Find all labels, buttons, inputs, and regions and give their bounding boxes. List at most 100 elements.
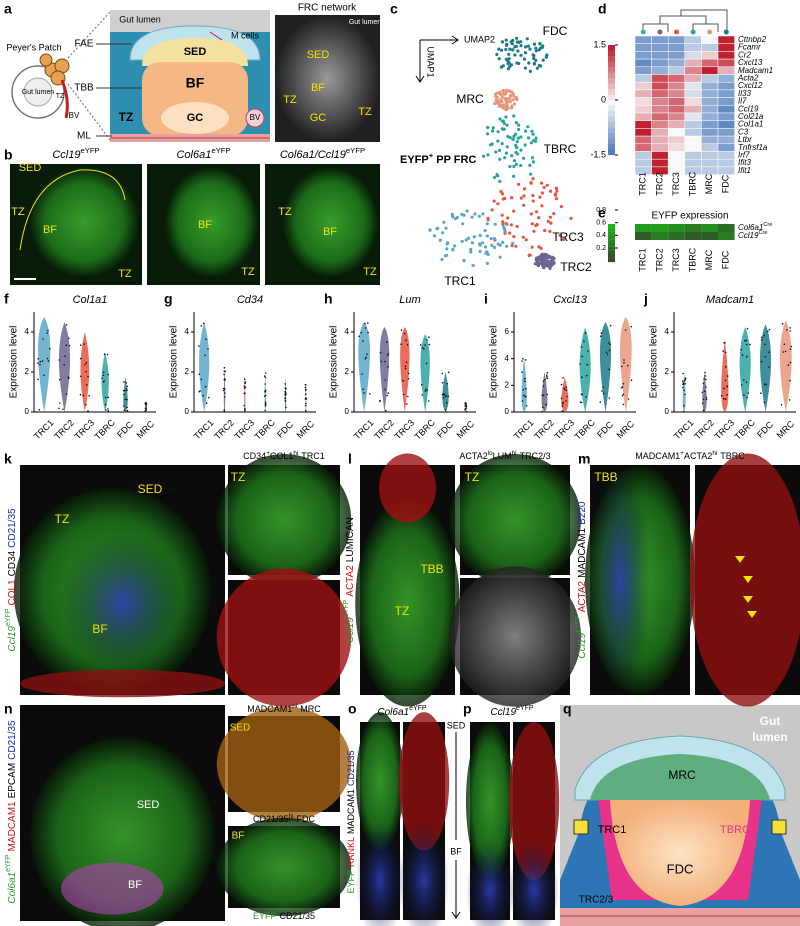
colorbar (608, 122, 615, 128)
jitter-point (442, 393, 445, 395)
jitter-point (622, 393, 625, 396)
jitter-point (264, 394, 267, 397)
heatmap-cell (718, 232, 735, 240)
colorbar (608, 56, 615, 62)
umap-point (508, 47, 512, 51)
jitter-point (684, 378, 687, 381)
umap-point (532, 61, 537, 66)
heatmap-cell (701, 128, 719, 137)
rich-label: Col6a1eYFP (377, 705, 427, 717)
label: Madcam1 (706, 294, 754, 306)
heatmap-cell (717, 81, 735, 91)
jitter-point (745, 339, 748, 342)
jitter-point (684, 377, 687, 380)
jitter-point (124, 398, 127, 401)
axis-arrow (451, 732, 461, 919)
umap-point (440, 257, 444, 262)
jitter-point (223, 389, 225, 392)
panel-letter: d (598, 1, 607, 17)
umap-point (505, 222, 509, 226)
colorbar (608, 100, 615, 106)
umap-point (443, 254, 447, 258)
micrograph-signal (20, 669, 225, 698)
jitter-point (264, 403, 267, 406)
heatmap-cell (684, 143, 702, 152)
jitter-point (243, 404, 246, 407)
umap-point (541, 58, 545, 62)
label-part: eYFP (575, 615, 582, 633)
heatmap-cell (667, 158, 686, 168)
violin (721, 340, 729, 412)
heatmap-cell (718, 224, 735, 232)
umap-point (498, 91, 502, 95)
violin (442, 372, 449, 412)
jitter-point (101, 377, 103, 380)
umap-point (493, 222, 497, 226)
label-part: CD21/35 (7, 508, 18, 548)
jitter-point (243, 392, 246, 395)
umap-point (525, 37, 529, 41)
heatmap-cell (668, 232, 685, 240)
jitter-point (379, 351, 382, 354)
label: TRC3 (393, 418, 417, 442)
label: BF (198, 219, 212, 231)
colorbar (608, 78, 615, 84)
umap-point (504, 47, 508, 52)
jitter-point (609, 324, 612, 327)
colorbar (608, 149, 615, 156)
heatmap-cell (684, 51, 702, 60)
heatmap-cell (651, 135, 669, 145)
jitter-point (386, 394, 389, 397)
rich-label: Col6a1eYFP MADCAM1 EPCAM CD21/35 (5, 720, 17, 904)
jitter-point (361, 373, 363, 375)
umap-point (481, 241, 485, 245)
micrograph-signal (689, 453, 800, 707)
umap-point (517, 182, 521, 186)
umap-point (464, 238, 468, 242)
jitter-point (204, 354, 206, 357)
umap-point (506, 98, 510, 102)
label-part: Ccl19 (345, 617, 356, 643)
panel-letter: o (348, 701, 357, 717)
umap-point (495, 52, 499, 57)
heatmap-cell (635, 232, 652, 240)
umap-point (515, 36, 519, 40)
umap-point (514, 95, 519, 99)
label: TBB (74, 83, 94, 94)
jitter-point (768, 351, 770, 354)
umap-point (529, 141, 533, 145)
label: BF (43, 224, 57, 236)
micrograph-signal (398, 712, 450, 851)
jitter-point (243, 378, 246, 380)
jitter-point (223, 378, 226, 381)
jitter-point (304, 393, 307, 396)
umap-point (524, 129, 528, 133)
jitter-point (608, 349, 611, 352)
jitter-point (599, 401, 602, 403)
label-part: CD21/35 (253, 814, 289, 824)
jitter-point (565, 389, 568, 392)
umap-point (494, 150, 498, 154)
jitter-point (387, 366, 389, 368)
umap-point (503, 227, 507, 231)
label: Expression level (169, 326, 180, 399)
umap-point (552, 212, 556, 216)
jitter-point (102, 381, 105, 383)
jitter-point (542, 385, 545, 387)
umap-point (503, 156, 507, 160)
umap-point (519, 148, 523, 152)
label-part: ACTA2 (345, 565, 356, 597)
jitter-point (621, 386, 624, 388)
umap-point (515, 224, 519, 229)
jitter-point (37, 378, 39, 381)
label-part: Cre (763, 222, 772, 228)
heatmap-cell (717, 89, 735, 98)
umap-point (523, 66, 528, 70)
violin (80, 332, 90, 412)
heatmap-cell (717, 43, 735, 52)
heatmap-cell (634, 143, 652, 152)
cluster-label: TRC1 (444, 274, 476, 288)
jitter-point (200, 378, 203, 381)
jitter-point (407, 395, 409, 398)
